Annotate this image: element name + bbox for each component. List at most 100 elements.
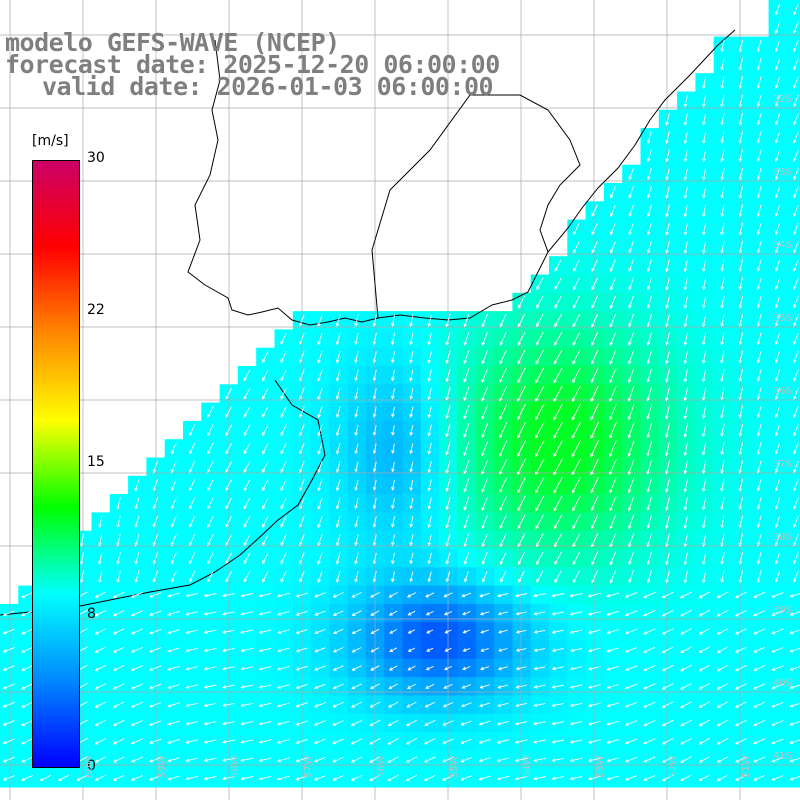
wind-arrow [609,403,617,421]
wind-arrow [112,591,125,598]
wind-arrow [262,424,269,437]
wind-arrow [680,683,692,690]
wind-arrow [94,683,107,690]
wind-arrow [298,497,305,510]
wind-arrow [425,610,434,616]
wind-arrow [643,610,656,617]
wind-arrow [258,611,272,616]
wind-arrow [590,477,599,494]
wind-arrow [738,405,744,419]
wind-arrow [354,351,359,364]
wind-arrow [756,478,762,492]
wind-arrow [295,592,308,598]
wind-arrow [683,441,689,457]
wind-arrow [332,665,344,671]
wind-arrow [591,570,599,584]
wind-arrow [606,738,619,744]
wind-arrow [335,351,341,364]
wind-arrow [350,774,363,781]
wind-arrow [372,571,377,583]
wind-arrow [149,628,162,635]
wind-arrow [387,774,399,782]
wind-arrow [351,591,362,598]
wind-arrow [2,775,15,781]
wind-arrow [152,460,159,474]
wind-arrow [665,277,670,291]
wind-arrow [481,571,488,583]
wind-arrow [427,369,432,382]
wind-arrow [551,593,565,598]
wind-arrow [571,440,581,458]
wind-arrow [702,241,707,254]
wind-arrow [720,570,725,584]
wind-arrow [445,552,451,565]
wind-arrow [720,423,725,438]
wind-arrow [698,646,711,653]
wind-arrow [774,241,781,254]
wind-arrow [390,332,396,346]
wind-arrow [793,332,799,345]
valid-date: valid date: 2026-01-03 06:00:00 [42,72,494,101]
wind-arrow [533,757,546,762]
wind-arrow [756,552,762,565]
wind-arrow [369,683,380,690]
wind-arrow [21,719,34,727]
wind-arrow [551,702,564,708]
wind-arrow [643,591,656,598]
wind-arrow [701,441,707,456]
wind-arrow [243,497,251,510]
wind-arrow [738,131,743,145]
wind-arrow [701,387,707,401]
wind-arrow [262,534,269,547]
wind-arrow [225,497,232,510]
wind-arrow [332,756,345,763]
wind-arrow [587,592,602,598]
wind-arrow [335,369,341,382]
wind-arrow [756,405,762,419]
wind-arrow [771,738,784,745]
wind-arrow [298,406,305,419]
wind-arrow [332,774,345,781]
wind-arrow [372,461,377,473]
wind-arrow [734,738,747,745]
wind-arrow [463,350,470,365]
wind-arrow [499,440,508,457]
wind-arrow [409,406,414,418]
wind-arrow [533,611,546,616]
wind-arrow [425,592,435,598]
wind-arrow [313,775,326,781]
wind-arrow [94,591,107,599]
wind-arrow [149,775,162,781]
wind-arrow [152,552,159,565]
wind-arrow [661,628,674,635]
wind-arrow [207,552,214,565]
wind-arrow [591,204,598,217]
wind-arrow [720,259,725,273]
wind-arrow [738,552,744,566]
wind-arrow [628,204,634,217]
wind-cell [786,494,800,513]
wind-arrow [793,241,799,254]
wind-arrow [354,497,359,510]
wind-arrow [590,421,600,439]
wind-arrow [756,149,762,163]
lon-label: 57W [303,755,314,778]
wind-arrow [683,551,689,566]
wind-arrow [317,552,323,565]
wind-arrow [628,241,634,254]
wind-arrow [388,683,398,690]
wind-arrow [262,515,269,528]
wind-arrow [553,421,563,439]
wind-arrow [665,459,671,475]
wind-arrow [793,515,799,528]
wind-arrow [445,515,451,529]
wind-arrow [427,479,432,492]
wind-cell [786,128,800,147]
wind-arrow [606,775,619,781]
wind-arrow [624,683,638,690]
wind-arrow [298,534,305,547]
wind-arrow [646,204,652,218]
wind-arrow [606,720,619,726]
wind-arrow [98,552,103,565]
wind-arrow [188,442,196,455]
